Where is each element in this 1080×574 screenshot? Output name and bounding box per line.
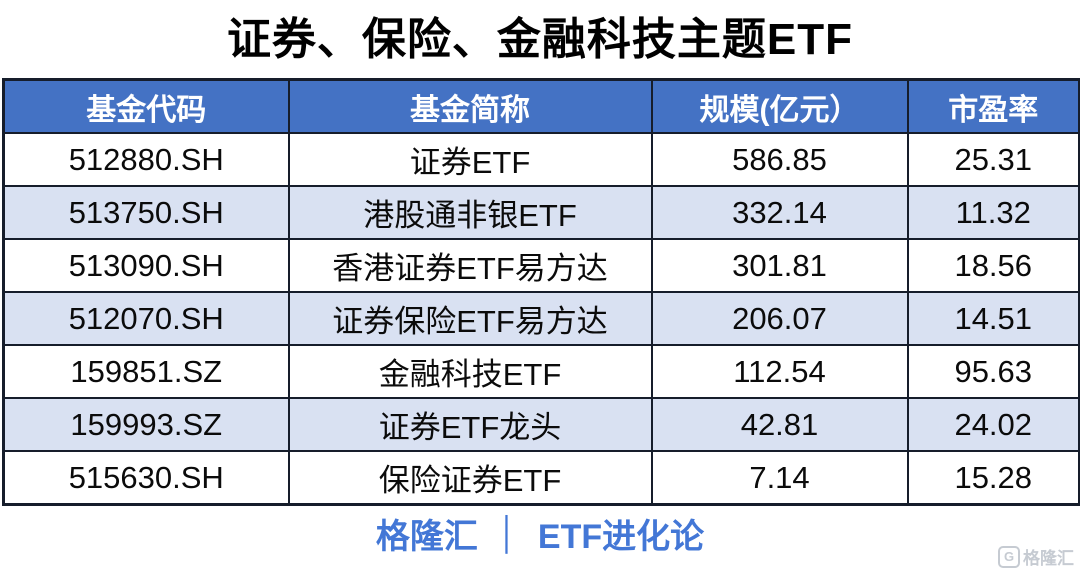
fund-scale-cell: 586.85	[650, 132, 909, 187]
fund-pe-cell: 15.28	[906, 450, 1080, 506]
watermark-logo: G 格隆汇	[998, 544, 1074, 569]
fund-code-cell: 159851.SZ	[2, 344, 290, 399]
fund-name-cell: 证券ETF	[287, 132, 653, 187]
fund-code-cell: 512880.SH	[2, 132, 290, 187]
fund-pe-cell: 24.02	[906, 397, 1080, 452]
fund-name-cell: 保险证券ETF	[287, 450, 653, 506]
footer: 格隆汇 │ ETF进化论	[0, 506, 1080, 560]
fund-scale-cell: 112.54	[650, 344, 909, 399]
fund-pe-cell: 95.63	[906, 344, 1080, 399]
footer-channel: ETF进化论	[537, 517, 705, 556]
fund-code-cell: 513750.SH	[2, 185, 290, 240]
fund-code-cell: 513090.SH	[2, 238, 290, 293]
fund-scale-cell: 7.14	[650, 450, 909, 506]
fund-pe-cell: 18.56	[906, 238, 1080, 293]
fund-code-cell: 159993.SZ	[2, 397, 290, 452]
footer-brand: 格隆汇	[375, 517, 478, 556]
fund-scale-cell: 301.81	[650, 238, 909, 293]
fund-name-cell: 港股通非银ETF	[287, 185, 653, 240]
fund-code-cell: 515630.SH	[2, 450, 290, 506]
table-header-row: 基金代码 基金简称 规模(亿元） 市盈率	[2, 78, 1080, 134]
table-row: 512070.SH 证券保险ETF易方达 206.07 14.51	[2, 291, 1080, 346]
fund-name-cell: 金融科技ETF	[287, 344, 653, 399]
column-header-0: 基金代码	[2, 78, 290, 134]
fund-scale-cell: 332.14	[650, 185, 909, 240]
fund-name-cell: 香港证券ETF易方达	[287, 238, 653, 293]
table-row: 512880.SH 证券ETF 586.85 25.31	[2, 132, 1080, 187]
column-header-2: 规模(亿元）	[650, 78, 909, 134]
fund-pe-cell: 14.51	[906, 291, 1080, 346]
table-row: 159993.SZ 证券ETF龙头 42.81 24.02	[2, 397, 1080, 452]
table-row: 513750.SH 港股通非银ETF 332.14 11.32	[2, 185, 1080, 240]
column-header-1: 基金简称	[287, 78, 653, 134]
fund-scale-cell: 42.81	[650, 397, 909, 452]
table-row: 159851.SZ 金融科技ETF 112.54 95.63	[2, 344, 1080, 399]
table-row: 513090.SH 香港证券ETF易方达 301.81 18.56	[2, 238, 1080, 293]
table-row: 515630.SH 保险证券ETF 7.14 15.28	[2, 450, 1080, 506]
column-header-3: 市盈率	[906, 78, 1080, 134]
fund-name-cell: 证券保险ETF易方达	[287, 291, 653, 346]
table-body: 512880.SH 证券ETF 586.85 25.31 513750.SH 港股通非银E…	[2, 132, 1080, 506]
fund-code-cell: 512070.SH	[2, 291, 290, 346]
gelonghui-g-icon: G	[998, 545, 1020, 568]
etf-table: 基金代码 基金简称 规模(亿元） 市盈率 512880.SH 证券ETF 586.85 25…	[2, 78, 1080, 506]
watermark-text: 格隆汇	[1023, 549, 1074, 568]
fund-pe-cell: 25.31	[906, 132, 1080, 187]
fund-scale-cell: 206.07	[650, 291, 909, 346]
fund-name-cell: 证券ETF龙头	[287, 397, 653, 452]
page-title: 证券、保险、金融科技主题ETF	[226, 15, 854, 64]
footer-separator: │	[497, 514, 518, 551]
fund-pe-cell: 11.32	[906, 185, 1080, 240]
